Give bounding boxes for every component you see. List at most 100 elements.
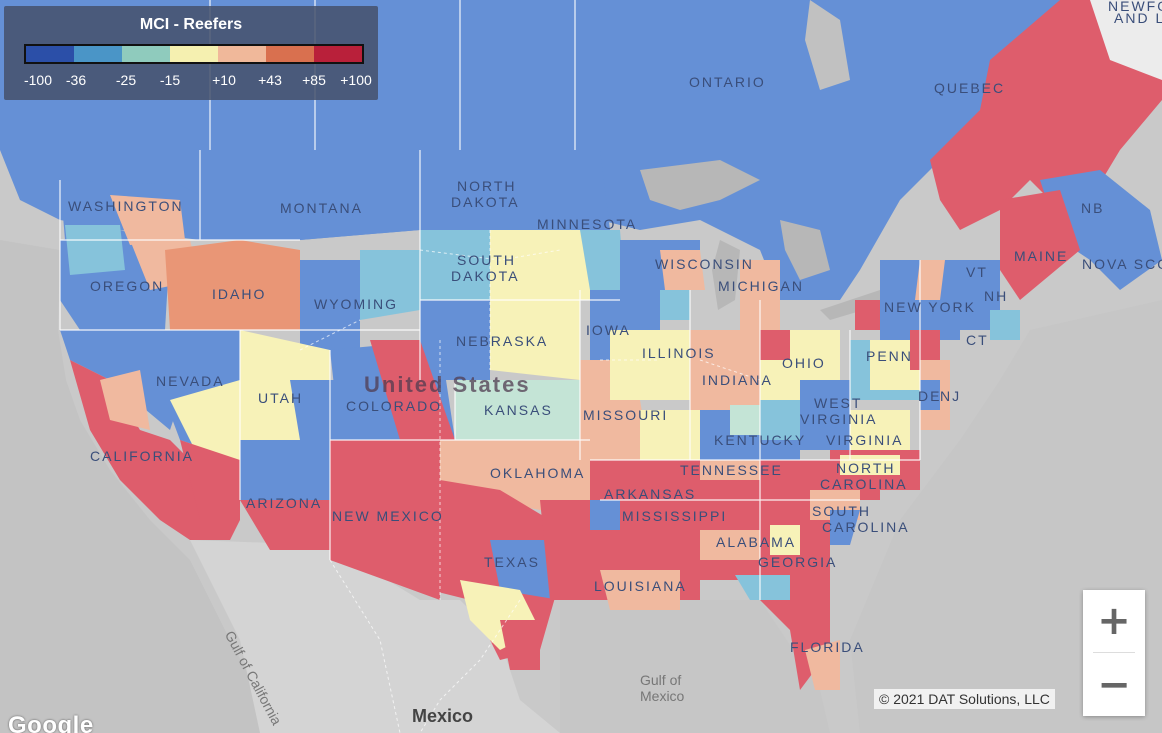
region-co-east <box>370 340 455 440</box>
region-al-central <box>700 530 760 560</box>
region-label: DAKOTA <box>451 194 520 210</box>
region-label: Mexico <box>412 706 474 726</box>
region-label: Mexico <box>640 688 685 704</box>
region-label: TEXAS <box>484 554 540 570</box>
region-wi-north <box>660 250 705 290</box>
region-az-south <box>240 500 330 550</box>
region-label: AND L <box>1114 10 1162 26</box>
region-label: WEST <box>814 395 863 411</box>
region-label: NJ <box>940 388 962 404</box>
legend-swatch <box>218 46 266 62</box>
region-label: MONTANA <box>280 200 363 216</box>
legend-swatch <box>170 46 218 62</box>
region-label: WYOMING <box>314 296 398 312</box>
region-label: FLORIDA <box>790 639 865 655</box>
legend-tick: +100 <box>340 72 372 88</box>
zoom-in-button[interactable]: + <box>1083 590 1145 652</box>
legend-tick: +43 <box>258 72 282 88</box>
region-wy-east <box>360 250 420 320</box>
region-label: NH <box>984 288 1009 304</box>
zoom-out-button[interactable]: − <box>1083 654 1145 716</box>
region-label: ONTARIO <box>689 74 766 90</box>
region-label: Gulf of <box>640 672 682 688</box>
region-label: KANSAS <box>484 402 553 418</box>
region-label: NEW MEXICO <box>332 508 444 524</box>
region-fl-panhandle <box>735 575 790 600</box>
region-ky-central <box>730 405 760 435</box>
mexico-land <box>190 540 560 733</box>
region-label: CAROLINA <box>820 476 908 492</box>
region-label: GEORGIA <box>758 554 838 570</box>
region-label: ARIZONA <box>246 495 323 511</box>
region-label: MICHIGAN <box>718 278 804 294</box>
region-label: OKLAHOMA <box>490 465 586 481</box>
state-boundaries <box>59 0 921 600</box>
region-label: VT <box>966 264 988 280</box>
region-label: WISCONSIN <box>655 256 754 272</box>
region-label: COLORADO <box>346 398 443 414</box>
region-ca-south <box>180 440 240 540</box>
region-indiana <box>690 330 760 420</box>
region-label: CALIFORNIA <box>90 448 195 464</box>
region-label: OHIO <box>782 355 826 371</box>
region-tx-central <box>490 540 560 600</box>
region-new-mexico <box>330 440 440 600</box>
region-label: NB <box>1081 200 1105 216</box>
region-label: ARKANSAS <box>604 486 697 502</box>
legend-ticks: -100 -36 -25 -15 +10 +43 +85 +100 <box>10 72 374 90</box>
region-label: LOUISIANA <box>594 578 687 594</box>
region-label: MISSOURI <box>583 407 669 423</box>
region-label: NEVADA <box>156 373 225 389</box>
region-ar-south <box>590 500 620 530</box>
hudson-bay-edge <box>805 0 850 90</box>
region-label: OREGON <box>90 278 165 294</box>
region-label: SOUTH <box>457 252 516 268</box>
region-ma-east <box>990 310 1020 340</box>
region-ky-east <box>760 400 800 440</box>
newfoundland-land <box>1090 0 1162 80</box>
legend-tick: +85 <box>302 72 326 88</box>
region-label: NORTH <box>836 460 896 476</box>
metro-boundaries <box>299 230 761 733</box>
region-west-virginia <box>800 380 850 450</box>
region-label: WASHINGTON <box>68 198 184 214</box>
legend-panel: MCI - Reefers -100 -36 -25 -15 +10 +43 +… <box>4 6 378 100</box>
region-wa-central <box>110 195 185 245</box>
gulf-of-mexico <box>560 600 830 733</box>
region-montana <box>200 150 420 240</box>
region-label: TENNESSEE <box>680 462 783 478</box>
region-sd-east <box>490 230 595 300</box>
region-sc-coast <box>830 510 860 545</box>
lake-huron <box>780 220 830 280</box>
region-illinois <box>610 330 690 400</box>
region-label: MAINE <box>1014 248 1069 264</box>
legend-swatch <box>26 46 74 62</box>
region-sd-west <box>420 230 490 300</box>
region-tx-east <box>540 500 600 600</box>
legend-swatch <box>74 46 122 62</box>
legend-tick: -100 <box>23 72 53 88</box>
region-label: NEW YORK <box>884 299 976 315</box>
region-mn-south <box>580 230 625 290</box>
region-virginia <box>850 410 910 450</box>
region-michigan <box>740 260 780 330</box>
region-ny-west <box>855 300 880 330</box>
legend-swatch <box>122 46 170 62</box>
region-ut-east <box>290 380 340 440</box>
lake-michigan <box>712 240 740 310</box>
region-label: CAROLINA <box>822 519 910 535</box>
region-oh-nw <box>760 330 790 360</box>
legend-title: MCI - Reefers <box>139 16 243 33</box>
region-label: United States <box>364 372 531 397</box>
region-label: NORTH <box>457 178 517 194</box>
quebec-region <box>930 0 1162 230</box>
region-label: DE <box>918 388 942 404</box>
region-label: ALABAMA <box>716 534 797 550</box>
region-label: SOUTH <box>812 503 871 519</box>
region-idaho <box>165 240 300 330</box>
region-kansas <box>455 380 585 440</box>
google-logo[interactable]: Google <box>8 712 94 733</box>
legend-tick: -15 <box>159 72 181 88</box>
